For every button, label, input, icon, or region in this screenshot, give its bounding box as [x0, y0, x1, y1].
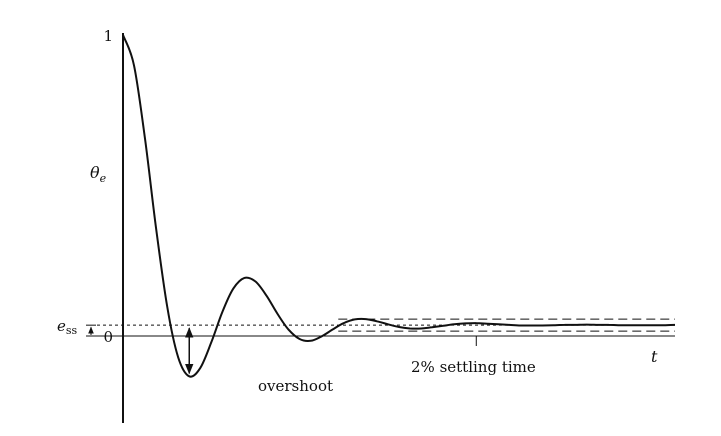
marks-layer: 1 0 θe t ess overshoot 2% settling time [57, 27, 676, 423]
x-axis-label: t [651, 347, 658, 366]
y-tick-label-0: 0 [103, 328, 113, 346]
y-tick-label-1: 1 [103, 27, 113, 45]
overshoot-label: overshoot [258, 377, 333, 395]
settling-time-label: 2% settling time [411, 358, 536, 376]
response-curve [122, 34, 676, 378]
ess-label: ess [57, 317, 78, 337]
y-axis-label: θe [90, 163, 107, 185]
